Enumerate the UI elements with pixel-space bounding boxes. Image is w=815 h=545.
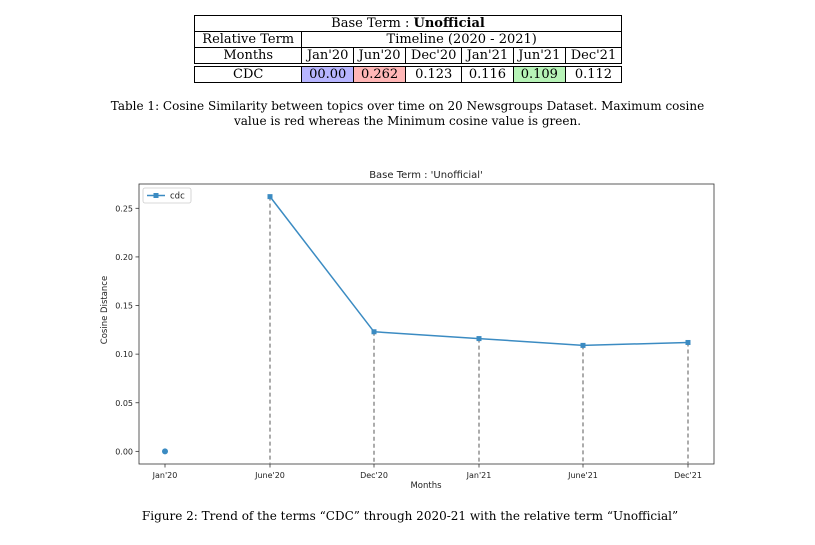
value-cell: 0.123 — [405, 66, 463, 83]
data-point — [476, 336, 482, 342]
table-title-prefix: Base Term : — [331, 16, 414, 31]
data-point — [580, 342, 586, 348]
timeline-header: Timeline (2020 - 2021) — [301, 31, 622, 48]
table-title: Base Term : Unofficial — [194, 15, 622, 32]
data-point — [371, 329, 377, 335]
data-point — [685, 339, 691, 345]
chart-title: Base Term : 'Unofficial' — [369, 170, 483, 181]
legend-box — [142, 187, 192, 204]
month-cell: Dec'20 — [405, 47, 463, 64]
y-tick-label: 0.05 — [115, 399, 133, 408]
x-tick-label: June'20 — [254, 471, 285, 480]
value-cell: 0.116 — [461, 66, 514, 83]
month-cell: Jun'20 — [352, 47, 407, 64]
y-tick-label: 0.00 — [115, 447, 133, 456]
plot-area: 0.00 0.05 0.10 0.15 0.20 0.25 Jan'20 June'20 Dec… — [115, 183, 715, 480]
table-months-row: Months Jan'20 Jun'20 Dec'20 Jan'21 Jun'2… — [193, 47, 623, 64]
y-tick-label: 0.25 — [115, 204, 133, 213]
x-axis-label: Months — [410, 481, 442, 491]
x-tick-label: June'21 — [567, 471, 598, 480]
data-point — [267, 194, 273, 200]
x-tick-label: Jan'21 — [466, 471, 492, 480]
x-tick-label: Jan'20 — [152, 471, 178, 480]
value-cell: 0.112 — [564, 66, 623, 83]
legend-marker — [153, 193, 159, 198]
table-row: CDC 00.00 0.262 0.123 0.116 0.109 0.112 — [193, 66, 623, 83]
table-title-row: Base Term : Unofficial — [194, 15, 622, 32]
x-tick-label: Dec'21 — [674, 471, 702, 480]
y-tick-label: 0.20 — [115, 253, 133, 262]
month-cell: Jan'21 — [461, 47, 514, 64]
legend-label: cdc — [170, 192, 185, 202]
value-cell-green: 0.109 — [512, 66, 566, 83]
value-cell-max: 0.262 — [352, 66, 407, 83]
month-cell: Jan'20 — [301, 47, 354, 64]
value-cell-min: 00.00 — [301, 66, 354, 83]
months-header: Months — [193, 47, 303, 64]
y-tick-label: 0.15 — [115, 302, 133, 311]
table-title-term: Unofficial — [413, 16, 485, 31]
figure-caption: Figure 2: Trend of the terms “CDC” throu… — [141, 509, 679, 523]
y-tick-label: 0.10 — [115, 350, 133, 359]
x-tick-label: Dec'20 — [360, 471, 388, 480]
y-axis-label: Cosine Distance — [100, 276, 110, 344]
data-point — [162, 448, 168, 455]
relative-term-header: Relative Term — [193, 31, 303, 48]
table-header-row: Relative Term Timeline (2020 - 2021) — [193, 31, 622, 48]
series-line-cdc — [269, 196, 689, 347]
table-caption: Table 1: Cosine Similarity between topic… — [110, 99, 705, 128]
cosine-similarity-table: Base Term : Unofficial Relative Term Tim… — [193, 15, 623, 83]
month-cell: Dec'21 — [564, 47, 623, 64]
row-label: CDC — [193, 66, 303, 83]
month-cell: Jun'21 — [512, 47, 566, 64]
cosine-distance-chart: Base Term : 'Unofficial' 0.00 0.05 0.10 0.1… — [100, 170, 715, 491]
axes-frame — [138, 183, 715, 465]
